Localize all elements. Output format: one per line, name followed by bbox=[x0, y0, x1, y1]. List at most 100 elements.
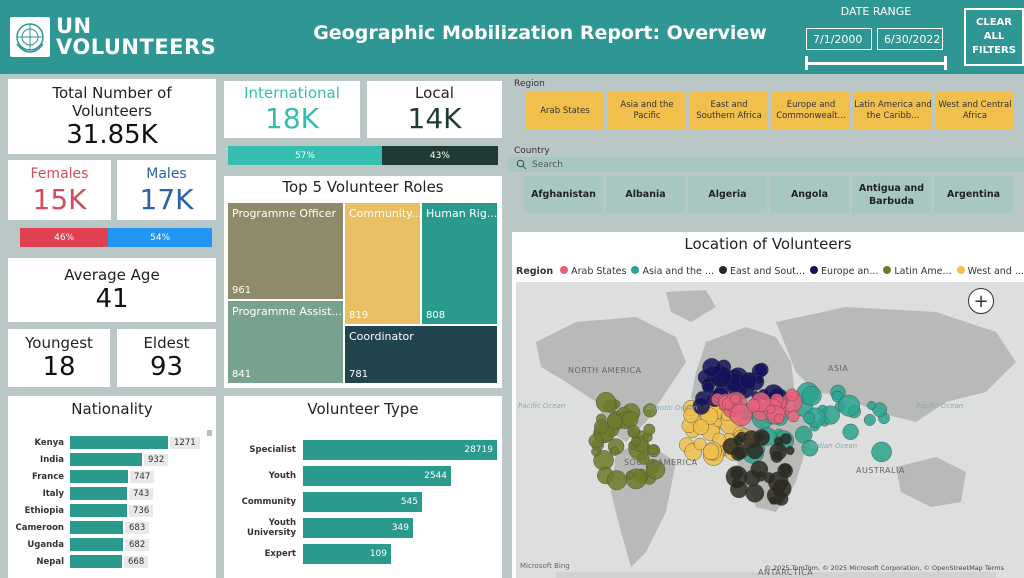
nationality-row[interactable]: Ethiopia 736 bbox=[8, 504, 154, 517]
treemap-cell-coordinator[interactable]: Coordinator 781 bbox=[344, 325, 498, 384]
volunteer-location-bubble[interactable] bbox=[730, 403, 753, 426]
volunteer-location-bubble[interactable] bbox=[750, 460, 769, 479]
volunteer-location-bubble[interactable] bbox=[745, 483, 765, 503]
volunteer-location-bubble[interactable] bbox=[702, 443, 720, 460]
legend-item[interactable]: Asia and the ... bbox=[626, 265, 714, 277]
clear-all-filters-button[interactable]: CLEAR ALL FILTERS bbox=[964, 8, 1024, 66]
volunteer-location-bubble[interactable] bbox=[591, 446, 602, 457]
country-option[interactable]: Albania bbox=[606, 176, 685, 213]
volunteer-location-bubble[interactable] bbox=[787, 410, 800, 423]
volunteer-bubbles[interactable] bbox=[588, 358, 892, 506]
volunteer-location-bubble[interactable] bbox=[842, 423, 859, 440]
volunteer-type-row[interactable]: Expert 109 bbox=[224, 544, 391, 564]
volunteer-location-bubble[interactable] bbox=[643, 423, 656, 436]
volunteer-location-bubble[interactable] bbox=[771, 478, 792, 499]
volunteer-type-bar[interactable]: 28719 bbox=[303, 440, 497, 460]
volunteer-location-bubble[interactable] bbox=[594, 419, 609, 434]
volunteer-location-bubble[interactable] bbox=[647, 444, 659, 455]
nationality-bar[interactable] bbox=[70, 436, 168, 449]
volunteer-location-bubble[interactable] bbox=[739, 372, 757, 390]
volunteer-type-bar[interactable]: 109 bbox=[303, 544, 391, 564]
treemap-cell-human-rights[interactable]: Human Rig... 808 bbox=[421, 202, 498, 325]
volunteer-location-bubble[interactable] bbox=[769, 496, 778, 505]
nationality-row[interactable]: India 932 bbox=[8, 453, 169, 466]
volunteer-location-bubble[interactable] bbox=[609, 446, 620, 456]
volunteer-location-bubble[interactable] bbox=[754, 431, 766, 442]
date-start-input[interactable]: 7/1/2000 bbox=[806, 28, 872, 50]
volunteer-location-bubble[interactable] bbox=[867, 401, 876, 410]
volunteer-location-bubble[interactable] bbox=[801, 439, 819, 457]
date-slider-start-handle[interactable] bbox=[805, 56, 808, 70]
volunteer-location-bubble[interactable] bbox=[838, 394, 861, 417]
volunteer-location-bubble[interactable] bbox=[637, 452, 650, 465]
volunteer-location-bubble[interactable] bbox=[785, 388, 799, 402]
volunteer-location-bubble[interactable] bbox=[801, 386, 822, 406]
volunteer-location-bubble[interactable] bbox=[693, 437, 707, 451]
legend-item[interactable]: East and Sout... bbox=[714, 265, 805, 277]
volunteer-location-bubble[interactable] bbox=[770, 450, 784, 463]
volunteer-location-bubble[interactable] bbox=[730, 480, 748, 499]
nationality-bar[interactable] bbox=[70, 504, 127, 517]
volunteer-location-bubble[interactable] bbox=[702, 381, 715, 394]
volunteer-type-row[interactable]: Community 545 bbox=[224, 492, 422, 512]
volunteer-location-bubble[interactable] bbox=[766, 404, 776, 414]
volunteer-location-bubble[interactable] bbox=[774, 413, 785, 424]
volunteer-location-bubble[interactable] bbox=[646, 460, 666, 480]
volunteer-location-bubble[interactable] bbox=[692, 397, 710, 415]
region-option[interactable]: Latin America and the Caribb... bbox=[854, 92, 932, 130]
date-range-slider[interactable] bbox=[806, 62, 946, 65]
country-option[interactable]: Angola bbox=[770, 176, 849, 213]
country-option[interactable]: Afghanistan bbox=[524, 176, 603, 213]
legend-item[interactable]: West and ... bbox=[952, 265, 1024, 277]
world-map[interactable]: NORTH AMERICA SOUTH AMERICA ASIA AUSTRAL… bbox=[516, 282, 1024, 578]
volunteer-type-bar[interactable]: 2544 bbox=[303, 466, 451, 486]
date-end-input[interactable]: 6/30/2022 bbox=[877, 28, 943, 50]
volunteer-type-bar[interactable]: 349 bbox=[303, 518, 413, 538]
volunteer-location-bubble[interactable] bbox=[595, 392, 617, 413]
volunteer-location-bubble[interactable] bbox=[746, 442, 764, 460]
volunteer-type-row[interactable]: Youth University 349 bbox=[224, 518, 413, 538]
volunteer-location-bubble[interactable] bbox=[588, 433, 604, 449]
date-slider-end-handle[interactable] bbox=[944, 56, 947, 70]
region-option[interactable]: East and Southern Africa bbox=[690, 92, 768, 130]
country-option[interactable]: Algeria bbox=[688, 176, 767, 213]
nationality-row[interactable]: Nepal 668 bbox=[8, 555, 149, 568]
country-search-input[interactable]: Search bbox=[508, 157, 1024, 172]
region-option[interactable]: Asia and the Pacific bbox=[608, 92, 686, 130]
country-option[interactable]: Antigua and Barbuda bbox=[852, 176, 931, 213]
nationality-row[interactable]: Cameroon 683 bbox=[8, 521, 150, 534]
volunteer-location-bubble[interactable] bbox=[732, 434, 744, 446]
volunteer-location-bubble[interactable] bbox=[803, 411, 816, 424]
volunteer-type-row[interactable]: Specialist 28719 bbox=[224, 440, 497, 460]
nationality-bar[interactable] bbox=[70, 538, 123, 551]
country-option[interactable]: Argentina bbox=[934, 176, 1013, 213]
volunteer-location-bubble[interactable] bbox=[730, 393, 741, 405]
nationality-row[interactable]: Uganda 682 bbox=[8, 538, 150, 551]
volunteer-location-bubble[interactable] bbox=[746, 398, 761, 413]
volunteer-location-bubble[interactable] bbox=[754, 362, 769, 377]
volunteer-location-bubble[interactable] bbox=[774, 436, 785, 447]
zoom-out-button[interactable]: − bbox=[968, 333, 994, 359]
treemap-cell-programme-officer[interactable]: Programme Officer 961 bbox=[227, 202, 344, 300]
volunteer-location-bubble[interactable] bbox=[630, 436, 641, 447]
volunteer-location-bubble[interactable] bbox=[702, 358, 722, 377]
treemap-cell-community[interactable]: Community... 819 bbox=[344, 202, 421, 325]
volunteer-location-bubble[interactable] bbox=[693, 419, 709, 435]
volunteer-type-row[interactable]: Youth 2544 bbox=[224, 466, 451, 486]
volunteer-location-bubble[interactable] bbox=[777, 462, 793, 479]
nationality-row[interactable]: Italy 743 bbox=[8, 487, 154, 500]
nationality-bar[interactable] bbox=[70, 521, 123, 534]
zoom-in-button[interactable]: + bbox=[968, 288, 994, 314]
volunteer-location-bubble[interactable] bbox=[831, 390, 844, 403]
volunteer-location-bubble[interactable] bbox=[625, 470, 635, 480]
treemap-cell-programme-assistant[interactable]: Programme Assist... 841 bbox=[227, 300, 344, 384]
volunteer-location-bubble[interactable] bbox=[606, 413, 623, 430]
nationality-row[interactable]: France 747 bbox=[8, 470, 155, 483]
nationality-row[interactable]: Kenya 1271 bbox=[8, 436, 200, 449]
volunteer-location-bubble[interactable] bbox=[606, 470, 627, 491]
legend-item[interactable]: Latin Ame... bbox=[878, 265, 952, 277]
nationality-bar[interactable] bbox=[70, 487, 127, 500]
nationality-bar[interactable] bbox=[70, 470, 128, 483]
nationality-bar[interactable] bbox=[70, 555, 122, 568]
region-option[interactable]: Europe and Commonwealt... bbox=[772, 92, 850, 130]
